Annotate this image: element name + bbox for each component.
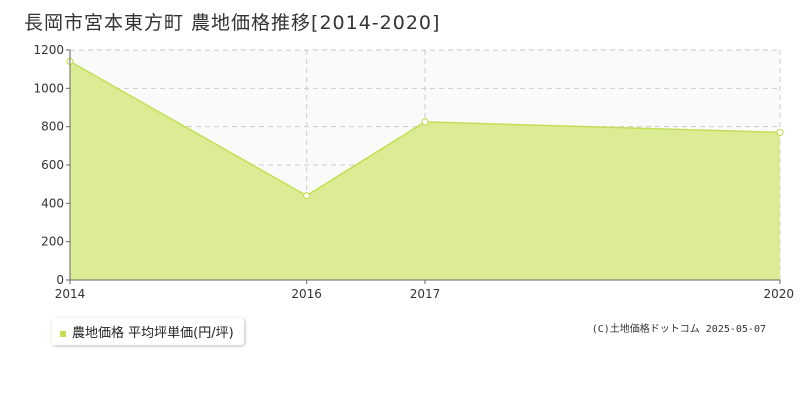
- y-tick-label-200: 200: [41, 235, 64, 249]
- y-tick-label-0: 0: [56, 273, 64, 287]
- y-tick-label-600: 600: [41, 158, 64, 172]
- y-tick-label-1000: 1000: [33, 81, 64, 95]
- x-tick-label-2020: 2020: [763, 287, 794, 301]
- data-point-2016: [303, 192, 311, 200]
- y-axis-ticks: 0 200 400 600 800 1000 1200: [33, 43, 70, 287]
- legend-label: 農地価格 平均坪単価(円/坪): [72, 326, 234, 341]
- x-tick-label-2016: 2016: [291, 287, 322, 301]
- y-tick-label-1200: 1200: [33, 43, 64, 57]
- y-tick-label-800: 800: [41, 120, 64, 134]
- price-area: [70, 61, 780, 280]
- legend: 農地価格 平均坪単価(円/坪): [52, 318, 244, 345]
- data-point-2017: [421, 118, 429, 126]
- copyright-text: (C)土地価格ドットコム 2025-05-07: [591, 324, 766, 335]
- legend-swatch: [60, 330, 66, 337]
- price-line: [69, 60, 781, 197]
- x-tick-label-2014: 2014: [55, 287, 86, 301]
- chart-title: 長岡市宮本東方町 農地価格推移[2014-2020]: [24, 12, 441, 34]
- data-point-2020: [776, 128, 784, 137]
- x-tick-label-2017: 2017: [410, 287, 441, 301]
- x-axis-ticks: 2014 2016 2017 2020: [55, 280, 794, 301]
- y-tick-label-400: 400: [41, 196, 64, 210]
